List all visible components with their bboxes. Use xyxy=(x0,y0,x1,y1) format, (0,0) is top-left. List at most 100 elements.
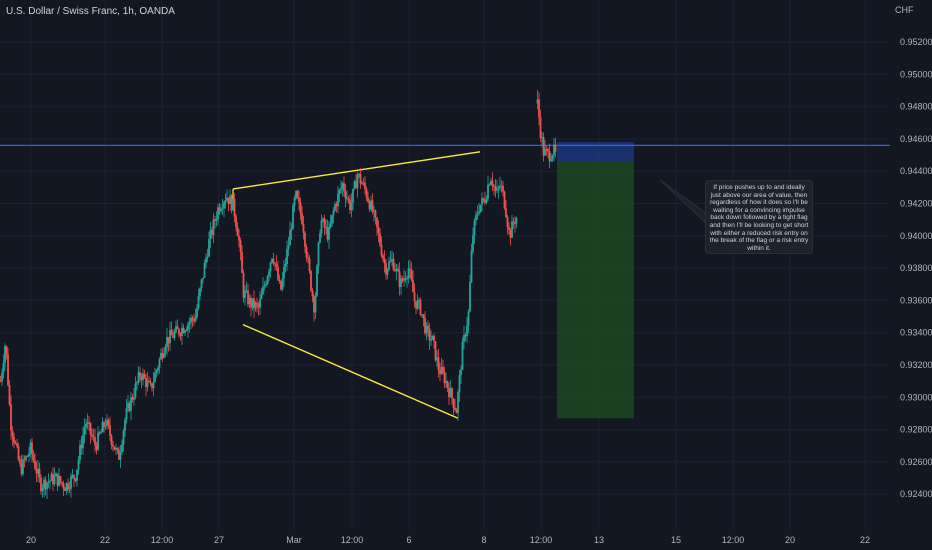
time-tick-label: 20 xyxy=(785,535,795,545)
candle-body xyxy=(554,144,557,152)
candle-body xyxy=(442,366,444,372)
price-tick-label: 0.93800 xyxy=(900,263,932,273)
candle-body xyxy=(514,223,516,225)
candle-body xyxy=(286,249,288,265)
candle-body xyxy=(233,198,236,217)
candle-body xyxy=(119,452,122,460)
candle-body xyxy=(263,285,266,287)
candle-body xyxy=(142,373,144,381)
candle-body xyxy=(350,202,353,211)
candle-body xyxy=(38,468,41,478)
candle-body xyxy=(370,200,372,210)
candle-body xyxy=(385,263,387,275)
candle-body xyxy=(323,218,326,228)
price-tick-label: 0.93400 xyxy=(900,328,932,338)
annotation-note[interactable]: If price pushes up to and ideally just a… xyxy=(705,180,813,254)
candle-body xyxy=(553,144,555,156)
candle-body xyxy=(274,262,276,265)
candle-body xyxy=(343,183,345,192)
candle-body xyxy=(412,279,414,293)
candle-body xyxy=(337,193,339,207)
candle-body xyxy=(176,326,179,330)
candle-body xyxy=(181,327,183,336)
candle-body xyxy=(536,99,539,104)
candle-body xyxy=(170,330,173,336)
candle-body xyxy=(541,136,543,138)
candle-body xyxy=(395,268,398,272)
candle-body xyxy=(241,251,243,273)
candle-body xyxy=(481,198,483,205)
candle-body xyxy=(491,180,494,186)
candle-body xyxy=(14,443,17,445)
price-tick-label: 0.93200 xyxy=(900,360,932,370)
candle-body xyxy=(56,473,59,486)
candle-body xyxy=(463,334,465,342)
candle-body xyxy=(256,302,258,305)
candle-body xyxy=(359,173,362,184)
candle-body xyxy=(362,182,365,184)
candle-body xyxy=(376,217,378,228)
candle-body xyxy=(295,191,297,199)
candle-body xyxy=(310,270,312,291)
candle-body xyxy=(82,434,84,449)
candle-body xyxy=(80,444,83,449)
candle-body xyxy=(334,204,336,211)
note-pointer xyxy=(659,179,707,225)
candle-body xyxy=(107,419,110,426)
candle-body xyxy=(424,317,426,334)
candle-body xyxy=(497,187,500,190)
candle-body xyxy=(254,302,257,309)
candle-body xyxy=(325,226,327,228)
candle-body xyxy=(436,357,438,361)
candle-body xyxy=(103,422,105,427)
price-tick-label: 0.93600 xyxy=(900,295,932,305)
candle-body xyxy=(338,189,341,194)
candle-body xyxy=(476,213,479,216)
candle-body xyxy=(92,436,95,438)
candle-body xyxy=(146,380,149,388)
candle-body xyxy=(487,184,489,199)
candle-body xyxy=(335,204,338,207)
candle-body xyxy=(202,277,204,280)
candle-body xyxy=(239,240,242,252)
candle-body xyxy=(151,383,153,389)
candle-body xyxy=(67,483,69,489)
candle-body xyxy=(29,442,32,454)
candle-body xyxy=(19,459,21,464)
candle-body xyxy=(280,281,282,290)
price-tick-label: 0.95200 xyxy=(900,37,932,47)
candle-body xyxy=(179,334,182,336)
candle-body xyxy=(182,327,185,333)
candle-body xyxy=(293,198,296,206)
candle-body xyxy=(266,276,269,285)
candle-body xyxy=(373,210,375,212)
candle-body xyxy=(127,402,129,409)
candle-body xyxy=(220,209,222,212)
candle-body xyxy=(433,335,435,342)
candle-body xyxy=(511,221,513,238)
candle-body xyxy=(290,228,293,231)
time-axis[interactable]: 20 22 12:00 27 Mar 12:00 6 8 12:00 13 15 12:00 20 22 xyxy=(26,535,870,545)
candle-body xyxy=(16,443,18,446)
candle-body xyxy=(299,202,302,214)
candle-body xyxy=(247,290,249,305)
price-axis[interactable]: 0.95200 0.95000 0.94800 0.94600 0.94400 0.942… xyxy=(900,37,932,499)
candle-body xyxy=(482,198,485,201)
candle-body xyxy=(134,383,137,397)
candle-body xyxy=(193,319,195,322)
candle-body xyxy=(28,453,30,456)
candle-body xyxy=(13,436,15,444)
candle-body xyxy=(223,202,225,209)
price-tick-label: 0.94000 xyxy=(900,231,932,241)
candle-body xyxy=(431,335,434,340)
candle-body xyxy=(329,223,332,228)
trendlines[interactable] xyxy=(232,151,481,419)
candle-body xyxy=(137,372,140,383)
candle-body xyxy=(473,220,476,236)
candle-body xyxy=(484,200,486,203)
candle-body xyxy=(430,339,432,341)
candle-body xyxy=(313,296,315,313)
candle-body xyxy=(404,278,407,280)
candle-body xyxy=(388,261,390,270)
